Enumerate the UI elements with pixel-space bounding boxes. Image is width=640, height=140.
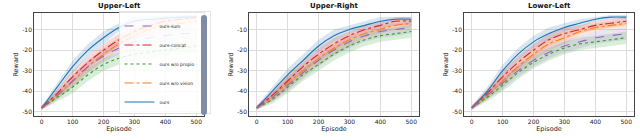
svg-text:200: 200 <box>98 118 110 125</box>
svg-text:ours w/o vision: ours w/o vision <box>160 81 194 86</box>
svg-text:Reward: Reward <box>442 52 450 76</box>
svg-text:0: 0 <box>470 118 474 125</box>
svg-text:ours: ours <box>160 100 170 105</box>
svg-text:300: 300 <box>129 118 141 125</box>
svg-text:-30: -30 <box>22 67 32 74</box>
svg-text:400: 400 <box>160 118 172 125</box>
svg-text:Lower-Left: Lower-Left <box>528 2 571 10</box>
svg-text:Episode: Episode <box>536 125 562 133</box>
svg-text:200: 200 <box>528 118 540 125</box>
svg-text:300: 300 <box>559 118 571 125</box>
svg-text:Episode: Episode <box>106 125 132 133</box>
svg-text:ours-concat: ours-concat <box>160 43 187 48</box>
svg-text:100: 100 <box>282 118 294 125</box>
svg-text:400: 400 <box>590 118 602 125</box>
svg-text:-50: -50 <box>452 108 462 115</box>
svg-text:-20: -20 <box>452 46 462 53</box>
svg-text:-50: -50 <box>22 108 32 115</box>
svg-text:-10: -10 <box>22 26 32 33</box>
svg-text:-40: -40 <box>452 87 462 94</box>
svg-text:Episode: Episode <box>321 125 347 133</box>
svg-text:Reward: Reward <box>227 52 235 76</box>
svg-text:-10: -10 <box>237 26 247 33</box>
svg-text:ours w/o propio: ours w/o propio <box>160 62 195 67</box>
svg-text:0: 0 <box>40 118 44 125</box>
svg-text:-30: -30 <box>237 67 247 74</box>
svg-text:Reward: Reward <box>12 52 20 76</box>
svg-text:300: 300 <box>344 118 356 125</box>
svg-text:-50: -50 <box>237 108 247 115</box>
svg-text:100: 100 <box>67 118 79 125</box>
svg-text:-10: -10 <box>452 26 462 33</box>
svg-text:100: 100 <box>497 118 509 125</box>
svg-text:0: 0 <box>255 118 259 125</box>
svg-text:500: 500 <box>621 118 633 125</box>
svg-text:Upper-Right: Upper-Right <box>310 2 359 10</box>
svg-text:500: 500 <box>406 118 418 125</box>
svg-text:400: 400 <box>375 118 387 125</box>
svg-text:ours-sum: ours-sum <box>160 24 181 29</box>
svg-text:Upper-Left: Upper-Left <box>98 2 141 10</box>
svg-text:-40: -40 <box>22 87 32 94</box>
svg-text:-20: -20 <box>237 46 247 53</box>
svg-text:200: 200 <box>313 118 325 125</box>
svg-text:-20: -20 <box>22 46 32 53</box>
svg-text:-30: -30 <box>452 67 462 74</box>
svg-text:500: 500 <box>191 118 203 125</box>
svg-text:-40: -40 <box>237 87 247 94</box>
